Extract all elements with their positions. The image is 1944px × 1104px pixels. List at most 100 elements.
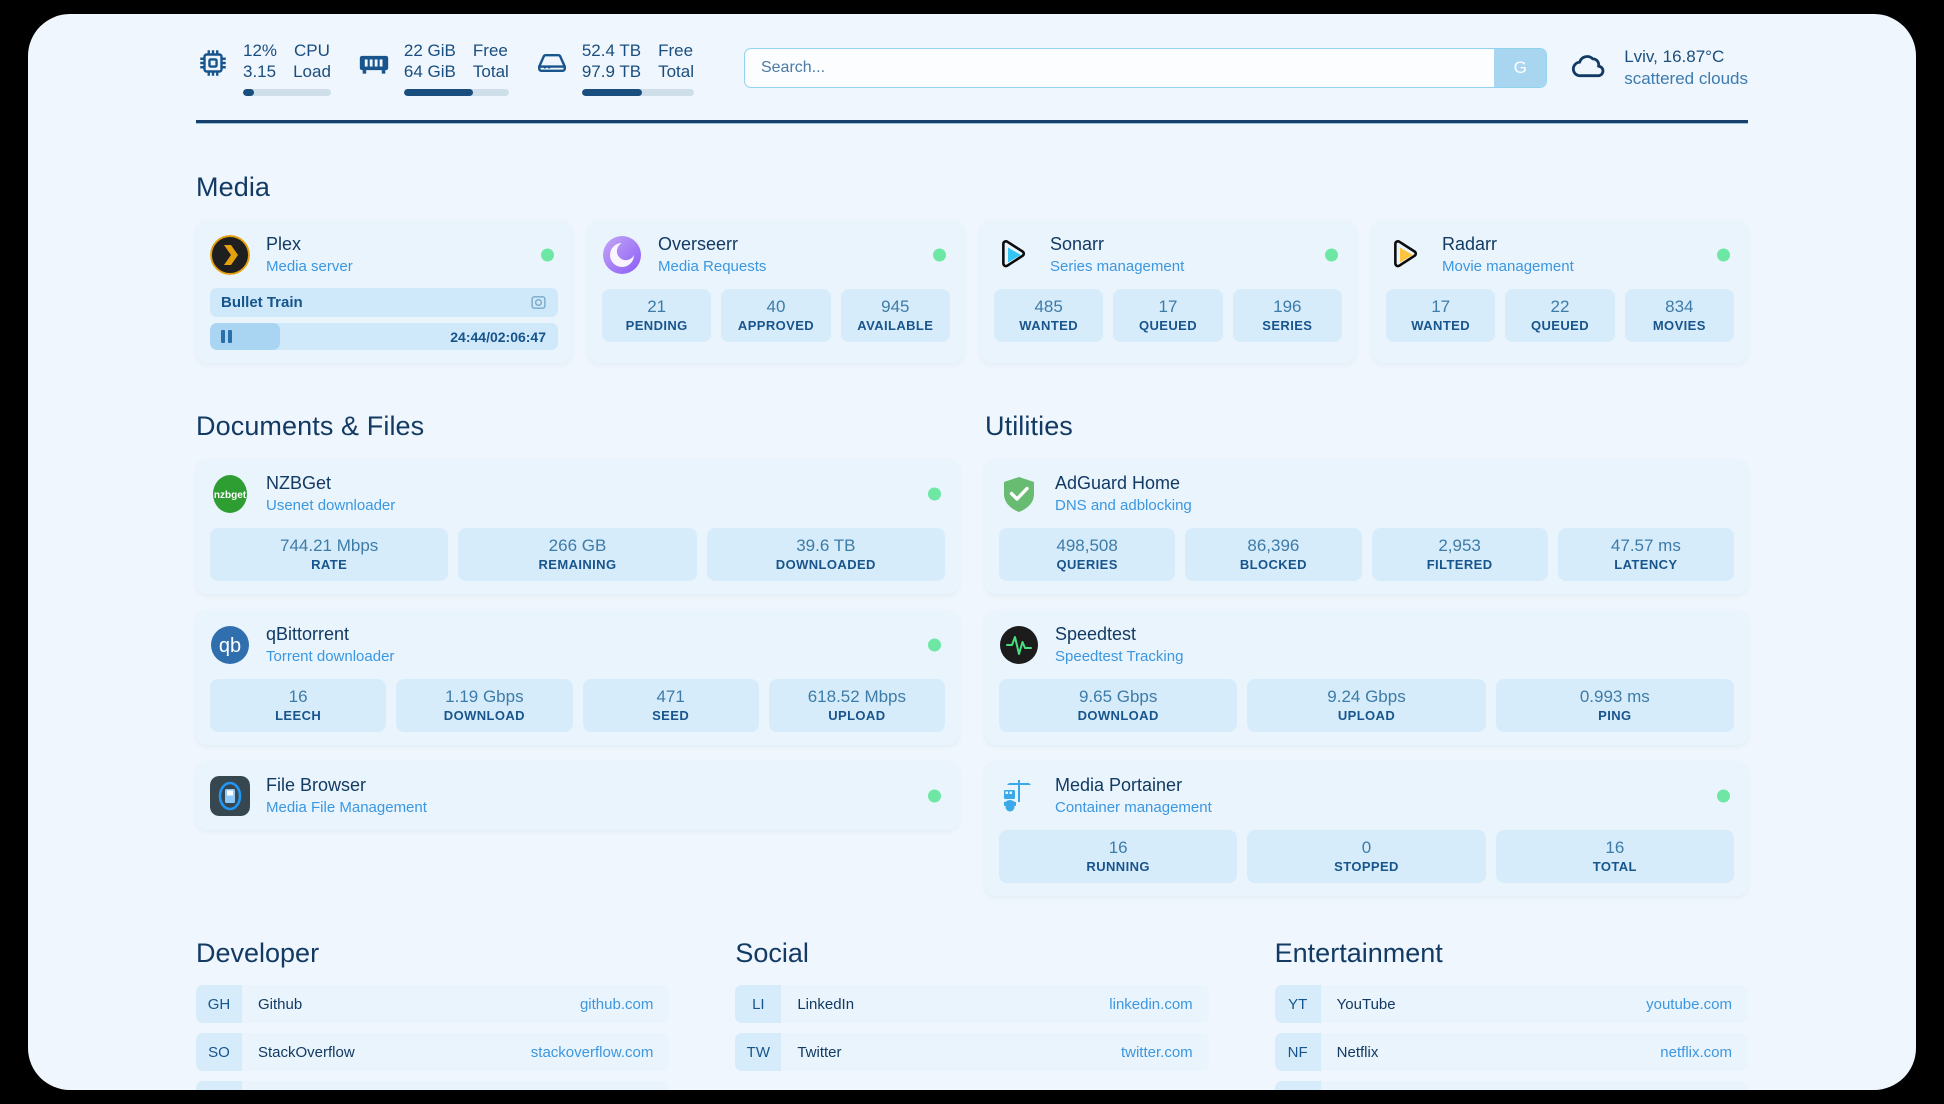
stat-value: 21: [647, 297, 667, 316]
service-desc: Media Requests: [658, 258, 767, 275]
pause-icon[interactable]: [221, 330, 232, 343]
service-desc: Media File Management: [266, 799, 427, 816]
bookmark-item[interactable]: SO StackOverflow stackoverflow.com: [196, 1033, 670, 1071]
stat-label: FILTERED: [1426, 557, 1493, 572]
stat-label: PENDING: [625, 318, 688, 333]
playback-progress-bar[interactable]: 24:44/02:06:47: [210, 323, 558, 350]
bookmark-item[interactable]: YT YouTube youtube.com: [1274, 985, 1748, 1023]
cpu-icon: [196, 46, 230, 80]
stat-tile: 9.24 Gbps UPLOAD: [1247, 679, 1486, 732]
stat-tile: 1.19 Gbps DOWNLOAD: [396, 679, 573, 732]
service-card-sonarr[interactable]: Sonarr Series management 485 WANTED 17 Q…: [980, 220, 1356, 363]
bookmark-url: twitter.com: [1120, 1043, 1193, 1061]
service-name: AdGuard Home: [1055, 473, 1181, 493]
stat-value: 196: [1273, 297, 1302, 316]
weather-widget: Lviv, 16.87°C scattered clouds: [1569, 46, 1748, 90]
service-card-qbittorrent[interactable]: qb qBittorrent Torrent downloader: [196, 610, 959, 745]
service-name: File Browser: [266, 775, 367, 795]
cpu-label: CPU: [294, 41, 330, 60]
search-box[interactable]: G: [743, 48, 1548, 88]
stat-label: SERIES: [1262, 318, 1313, 333]
service-card-overseerr[interactable]: Overseerr Media Requests 21 PENDING 40 A…: [588, 220, 964, 363]
bookmark-item[interactable]: DT DEV dev.to: [196, 1081, 670, 1090]
plex-icon: [210, 235, 250, 275]
stat-label: QUERIES: [1056, 557, 1118, 572]
search-area: G: [743, 48, 1548, 88]
status-badge: [928, 638, 941, 652]
service-name: Plex: [266, 234, 302, 254]
stat-label: SEED: [652, 708, 690, 723]
bookmark-item[interactable]: RE Reddit reddit.com: [1274, 1081, 1748, 1090]
stat-tile: 9.65 Gbps DOWNLOAD: [999, 679, 1238, 732]
disk-usage-bar: [581, 89, 694, 96]
bookmark-abbr: LI: [735, 985, 782, 1023]
stat-value: 266 GB: [548, 536, 607, 555]
bookmark-item[interactable]: NF Netflix netflix.com: [1274, 1033, 1748, 1071]
stat-tile: 21 PENDING: [602, 289, 712, 342]
ram-icon: [357, 46, 391, 80]
service-card-nzbget[interactable]: nzbget NZBGet Usenet downloader 74: [196, 459, 959, 594]
service-card-speedtest[interactable]: Speedtest Speedtest Tracking 9.65 Gbps D…: [985, 610, 1748, 745]
stat-label: DOWNLOAD: [443, 708, 525, 723]
stat-value: 945: [881, 297, 910, 316]
bookmark-abbr: GH: [196, 985, 242, 1023]
service-name: Radarr: [1442, 234, 1498, 254]
bookmark-group-title: Social: [735, 938, 809, 968]
stat-tile: 498,508 QUERIES: [999, 528, 1176, 581]
section-title-utilities: Utilities: [985, 411, 1073, 441]
cpu-usage-value: 12%: [243, 41, 278, 60]
status-badge: [928, 789, 941, 803]
search-input[interactable]: [744, 49, 1495, 87]
elapsed-time: 24:44: [450, 328, 487, 345]
bookmark-url: youtube.com: [1646, 995, 1732, 1013]
header-divider: [196, 120, 1748, 124]
service-desc: Media server: [266, 258, 353, 275]
service-card-radarr[interactable]: Radarr Movie management 17 WANTED 22 QUE…: [1372, 220, 1748, 363]
status-badge: [933, 248, 946, 262]
stat-label: RATE: [311, 557, 348, 572]
stat-value: 834: [1665, 297, 1694, 316]
stat-tile: 17 WANTED: [1386, 289, 1496, 342]
playback-time: 24:44/02:06:47: [450, 328, 546, 345]
memory-free-value: 22 GiB: [403, 41, 456, 60]
stat-value: 0.993 ms: [1579, 687, 1650, 706]
portainer-icon: [999, 776, 1039, 816]
stat-value: 39.6 TB: [796, 536, 856, 555]
service-card-file-browser[interactable]: File Browser Media File Management: [196, 761, 959, 830]
disk-total-label: Total: [658, 62, 694, 81]
stat-value: 2,953: [1438, 536, 1481, 555]
qbittorrent-icon: qb: [210, 625, 250, 665]
service-name: qBittorrent: [266, 624, 350, 644]
stat-tile: 22 QUEUED: [1505, 289, 1615, 342]
cast-icon[interactable]: [530, 294, 547, 311]
bookmark-item[interactable]: LI LinkedIn linkedin.com: [735, 985, 1209, 1023]
weather-location-temp: Lviv, 16.87°C: [1624, 47, 1725, 66]
bookmark-item[interactable]: GH Github github.com: [196, 985, 670, 1023]
bookmark-item[interactable]: TW Twitter twitter.com: [735, 1033, 1209, 1071]
stat-value: 618.52 Mbps: [807, 687, 907, 706]
bookmark-url: reddit.com: [1662, 1081, 1748, 1090]
service-card-plex[interactable]: Plex Media server Bullet Train: [196, 220, 572, 363]
search-submit-button[interactable]: G: [1494, 49, 1547, 87]
bookmark-abbr: DT: [196, 1081, 242, 1090]
bookmark-name: YouTube: [1336, 995, 1396, 1013]
stat-label: WANTED: [1019, 318, 1079, 333]
service-card-media-portainer[interactable]: Media Portainer Container management 16 …: [985, 761, 1748, 896]
bookmark-group-entertainment: Entertainment YT YouTube youtube.com NF …: [1274, 938, 1748, 1090]
documents-card-column: nzbget NZBGet Usenet downloader 74: [196, 459, 959, 830]
bookmark-abbr: TW: [735, 1033, 782, 1071]
stat-value: 16: [1108, 838, 1128, 857]
total-duration: 02:06:47: [489, 328, 546, 345]
now-playing-title: Bullet Train: [221, 294, 303, 311]
stat-label: TOTAL: [1592, 859, 1637, 874]
bookmark-abbr: RE: [1274, 1081, 1321, 1090]
stat-tile: 485 WANTED: [994, 289, 1104, 342]
utilities-card-column: AdGuard Home DNS and adblocking 498,508 …: [985, 459, 1748, 896]
memory-widget: 22 GiB Free 64 GiB Total: [357, 40, 509, 96]
nzbget-icon: nzbget: [210, 474, 250, 514]
memory-total-label: Total: [472, 62, 509, 81]
service-card-adguard-home[interactable]: AdGuard Home DNS and adblocking 498,508 …: [985, 459, 1748, 594]
stat-tile: 266 GB REMAINING: [458, 528, 697, 581]
stat-label: DOWNLOADED: [775, 557, 876, 572]
bookmark-url: github.com: [579, 995, 654, 1013]
